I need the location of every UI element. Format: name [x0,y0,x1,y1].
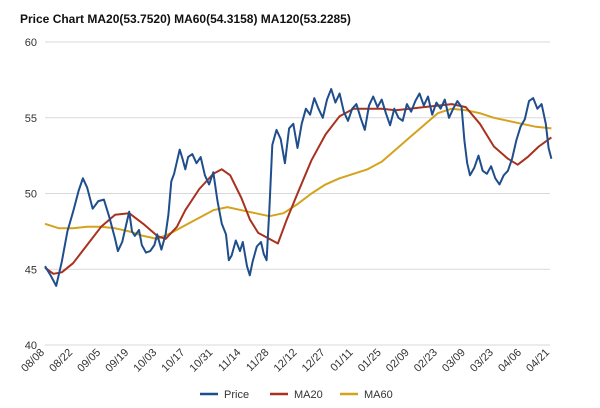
y-tick-label: 55 [25,113,37,125]
x-tick-label: 12/12 [272,347,300,375]
x-tick-label: 01/25 [356,347,384,375]
chart-title: Price Chart MA20(53.7520) MA60(54.3158) … [20,12,351,26]
x-tick-label: 09/05 [75,347,103,375]
x-tick-label: 04/21 [524,347,552,375]
x-tick-label: 08/22 [47,347,75,375]
x-tick-label: 10/31 [188,347,216,375]
y-axis-ticks: 40 45 50 55 60 [25,37,37,352]
x-tick-label: 09/19 [103,347,131,375]
x-tick-label: 10/03 [131,347,159,375]
series-lines [44,88,553,287]
legend: Price MA20 MA60 [200,389,393,401]
x-tick-label: 01/11 [328,347,355,374]
x-tick-label: 02/09 [384,347,412,375]
y-tick-label: 40 [25,340,37,352]
x-tick-label: 12/27 [300,347,328,375]
x-tick-label: 11/14 [216,347,243,374]
y-tick-label: 50 [25,189,37,201]
x-tick-label: 02/23 [412,347,440,375]
legend-label: MA20 [294,389,323,401]
x-tick-label: 08/08 [19,347,47,375]
series-line-ma60 [44,107,552,240]
x-tick-label: 11/28 [244,347,271,374]
y-tick-label: 60 [25,37,37,49]
legend-label: Price [224,389,249,401]
x-tick-label: 03/09 [440,347,468,375]
x-tick-label: 04/06 [496,347,524,375]
x-tick-label: 10/17 [159,347,187,375]
x-tick-label: 03/23 [468,347,496,375]
x-axis-ticks: 08/08 08/22 09/05 09/19 10/03 10/17 10/31 11/14… [19,347,552,375]
legend-label: MA60 [364,389,393,401]
y-tick-label: 45 [25,264,37,276]
series-line-price [44,88,553,287]
series-line-ma20 [44,103,552,275]
